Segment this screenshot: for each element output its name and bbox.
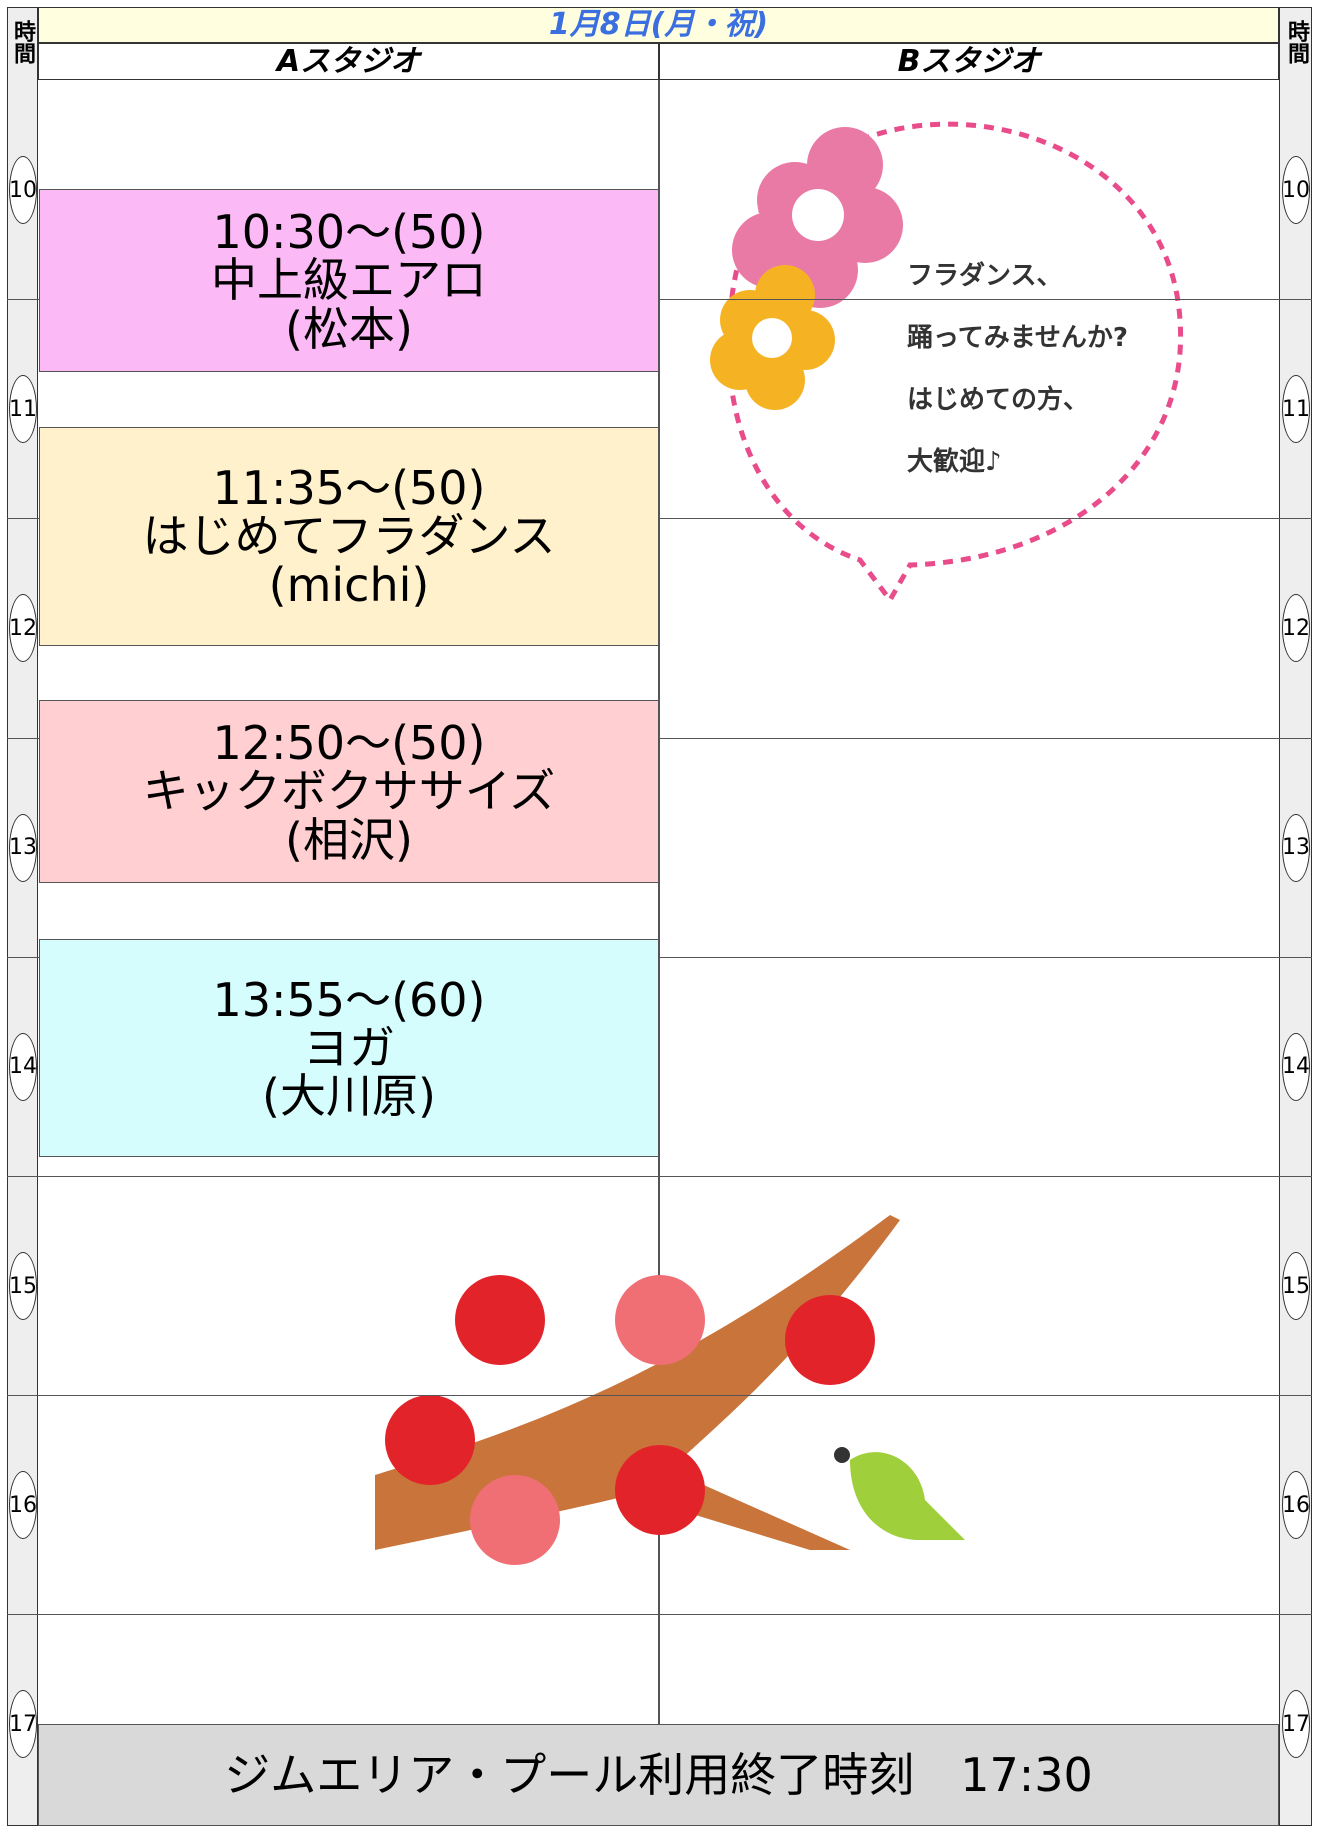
class-instructor: (大川原) [262,1069,436,1124]
hour-label: 15 [1282,1252,1310,1320]
plum-illustration [375,1215,965,1565]
hour-line [7,299,1312,301]
time-column-right [1279,7,1312,1826]
hour-line [7,1614,1312,1616]
hour-label: 11 [1282,375,1310,444]
hour-label: 17 [1282,1690,1310,1759]
time-label: 時間 [10,20,35,64]
class-time: 12:50〜(50) [212,716,486,771]
studio-header: Aスタジオ [38,43,659,80]
hour-label: 10 [9,156,37,224]
class-block: 10:30〜(50) 中上級エアロ (松本) [39,189,659,372]
footer-note: ジムエリア・プール利用終了時刻 17:30 [38,1724,1279,1826]
time-column-left [7,7,38,1826]
hour-label: 14 [9,1032,37,1101]
class-name: キックボクササイズ [142,764,556,819]
time-label: 時間 [1284,20,1309,64]
class-block: 11:35〜(50) はじめてフラダンス (michi) [39,427,659,646]
hour-line [7,956,1312,958]
bubble [710,121,1184,605]
hour-label: 16 [9,1471,37,1540]
bubble-text: はじめての方、 [907,385,1090,415]
class-time: 10:30〜(50) [212,205,486,260]
hour-line [7,737,1312,739]
class-instructor: (相沢) [285,812,413,867]
class-instructor: (michi) [268,557,430,612]
date-header: 1月8日(月・祝) [38,7,1279,43]
class-time: 13:55〜(60) [212,972,486,1027]
class-time: 11:35〜(50) [212,461,486,516]
hour-line [7,518,1312,520]
class-block: 13:55〜(60) ヨガ (大川原) [39,939,659,1157]
class-block: 12:50〜(50) キックボクササイズ (相沢) [39,700,659,883]
class-name: ヨガ [303,1020,395,1075]
hour-label: 13 [9,813,37,882]
studio-header: Bスタジオ [659,43,1279,80]
bubble-text: 踊ってみませんか? [907,323,1129,353]
hour-label: 13 [1282,813,1310,882]
hour-label: 16 [1282,1471,1310,1540]
hour-line [7,1395,1312,1397]
bubble-text: フラダンス、 [907,261,1063,291]
hour-label: 12 [9,594,37,663]
hour-label: 17 [9,1690,37,1759]
bubble-text: 大歓迎♪ [907,447,1002,477]
class-instructor: (松本) [285,301,413,356]
column-divider [658,80,660,1724]
hour-label: 11 [9,375,37,444]
hour-label: 10 [1282,156,1310,224]
hour-line [7,1176,1312,1177]
hour-label: 14 [1282,1032,1310,1101]
hour-label: 12 [1282,594,1310,663]
class-name: はじめてフラダンス [142,509,556,564]
hour-label: 15 [9,1252,37,1320]
class-name: 中上級エアロ [211,253,487,308]
